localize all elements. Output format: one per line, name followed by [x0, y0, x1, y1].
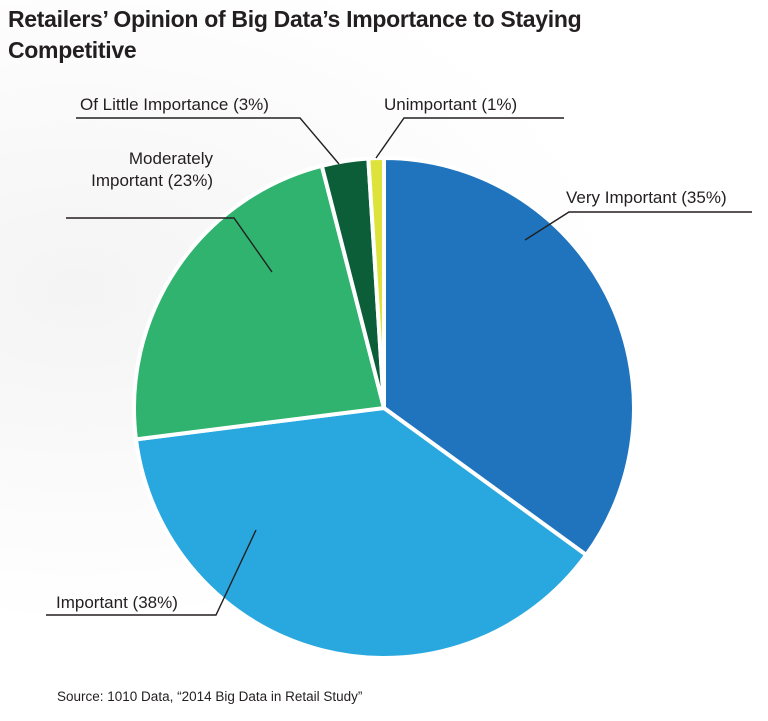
- leader-line-very-important: [524, 211, 752, 241]
- slice-label-important: Important (38%): [56, 593, 178, 612]
- slice-label-of-little-importance: Of Little Importance (3%): [80, 95, 269, 114]
- slice-label-moderately-important: Moderately Important (23%): [91, 149, 213, 190]
- leader-line-important: [46, 529, 257, 616]
- pie-slice-important: [133, 406, 589, 660]
- pie-slice-unimportant: [366, 155, 386, 410]
- leader-line-of-little-importance: [76, 117, 340, 165]
- slice-label-unimportant: Unimportant (1%): [384, 95, 517, 114]
- pie-slice-very-important: [382, 156, 636, 557]
- slice-label-very-important: Very Important (35%): [566, 188, 727, 207]
- leader-line-moderately-important: [66, 217, 273, 273]
- source-note: Source: 1010 Data, “2014 Big Data in Ret…: [57, 689, 363, 704]
- leader-line-unimportant: [375, 117, 564, 159]
- chart-title: Retailers’ Opinion of Big Data’s Importa…: [8, 6, 582, 63]
- pie-slice-moderately-important: [132, 163, 386, 442]
